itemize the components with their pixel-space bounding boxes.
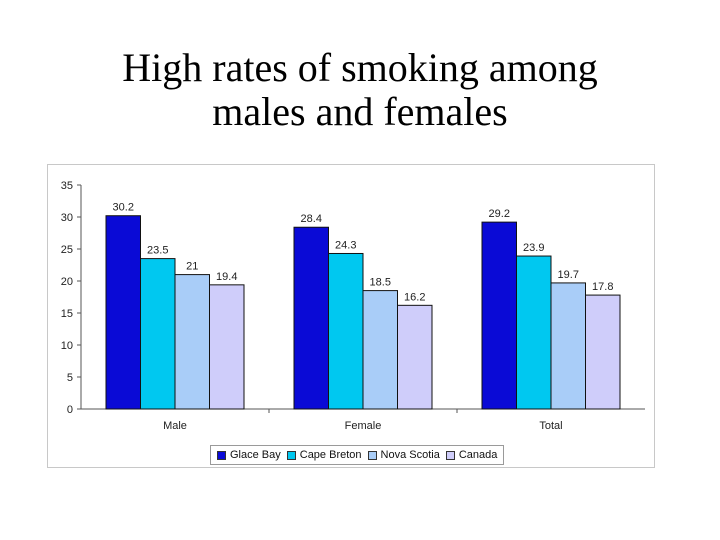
y-tick-label: 0 <box>67 404 73 416</box>
data-label: 23.9 <box>523 242 544 254</box>
data-label: 19.7 <box>558 269 579 281</box>
legend-label: Nova Scotia <box>380 449 440 461</box>
data-label: 19.4 <box>216 271 237 283</box>
data-label: 21 <box>186 261 198 273</box>
slide-title-line-2: males and females <box>212 89 508 134</box>
legend-label: Canada <box>458 449 498 461</box>
data-label: 17.8 <box>592 281 613 293</box>
legend-item: Cape Breton <box>285 449 364 461</box>
data-label: 30.2 <box>113 202 134 214</box>
data-label: 18.5 <box>370 277 391 289</box>
legend-swatch <box>286 450 296 460</box>
x-category-label: Total <box>539 420 562 432</box>
bar-nova-scotia <box>174 274 210 410</box>
chart-frame: 0 5 10 15 20 25 30 35 30.2 23.5 21 19.4 Male 28.4 24.3… <box>47 164 655 468</box>
y-tick-label: 30 <box>61 212 73 224</box>
y-tick-label: 25 <box>61 244 73 256</box>
bar-canada <box>585 294 621 410</box>
legend-label: Cape Breton <box>299 449 362 461</box>
legend-item: Glace Bay <box>215 449 283 461</box>
y-tick-label: 15 <box>61 308 73 320</box>
legend-swatch <box>217 450 226 460</box>
bar-canada <box>397 304 433 410</box>
y-tick-label: 35 <box>61 180 73 192</box>
legend-item: Canada <box>444 449 500 461</box>
bar-nova-scotia <box>550 282 586 410</box>
bar-cape-breton <box>328 252 364 410</box>
data-label: 23.5 <box>147 245 168 257</box>
y-tick-label: 5 <box>67 372 73 384</box>
slide-title-line-1: High rates of smoking among <box>122 45 598 90</box>
y-tick-label: 10 <box>61 340 73 352</box>
bar-canada <box>209 284 245 410</box>
legend-swatch <box>367 450 377 460</box>
x-category-label: Male <box>163 420 187 432</box>
data-label: 28.4 <box>301 213 322 225</box>
x-category-label: Female <box>345 420 382 432</box>
bar-cape-breton <box>140 258 176 410</box>
bar-cape-breton <box>516 255 552 410</box>
chart-legend: Glace Bay Cape Breton Nova Scotia Canada <box>210 445 505 465</box>
legend-label: Glace Bay <box>230 449 281 461</box>
slide-title: High rates of smoking among males and fe… <box>0 46 720 134</box>
data-label: 29.2 <box>489 208 510 220</box>
legend-swatch <box>445 450 455 460</box>
bar-glace-bay <box>105 215 141 410</box>
legend-item: Nova Scotia <box>366 449 442 461</box>
y-tick-label: 20 <box>61 276 73 288</box>
data-label: 16.2 <box>404 291 425 303</box>
data-label: 24.3 <box>335 239 356 251</box>
bar-glace-bay <box>481 221 517 410</box>
bar-glace-bay <box>293 226 329 410</box>
bar-chart: 0 5 10 15 20 25 30 35 30.2 23.5 21 19.4 Male 28.4 24.3… <box>61 180 645 432</box>
bar-nova-scotia <box>362 290 398 410</box>
